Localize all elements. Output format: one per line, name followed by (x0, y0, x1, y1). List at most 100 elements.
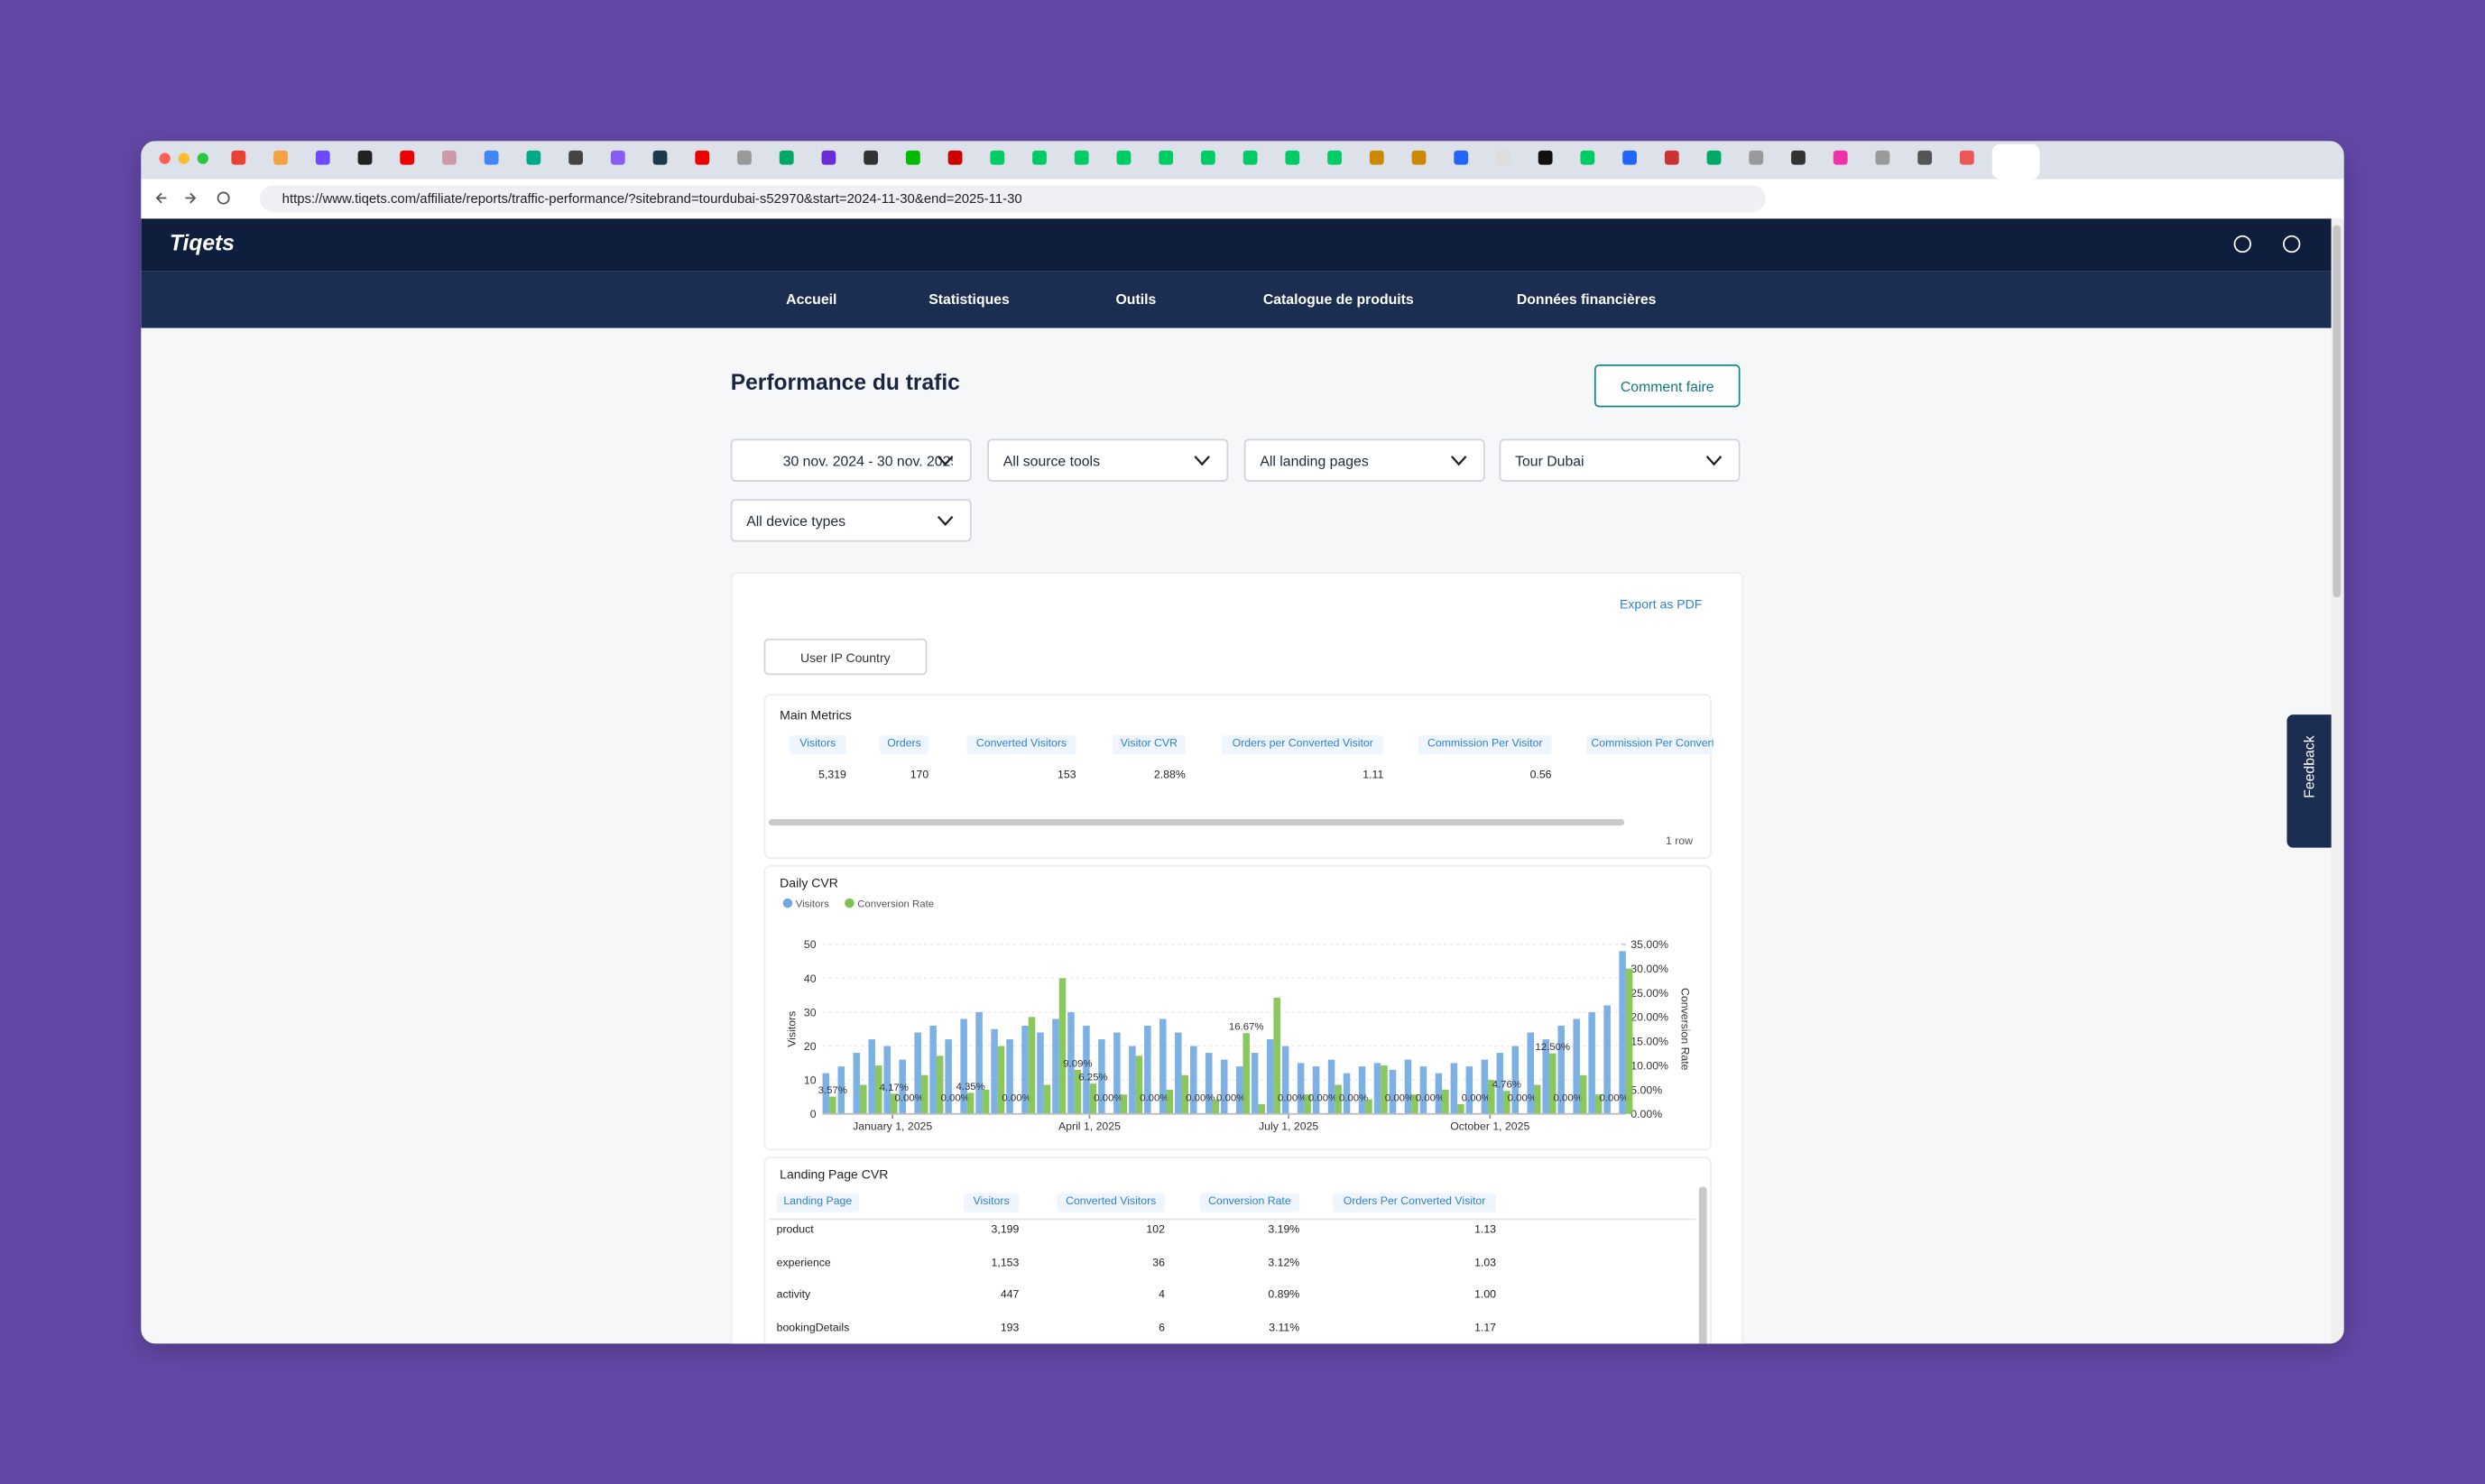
column-header[interactable]: Commission Per Visitor (1418, 734, 1552, 755)
nav-item[interactable]: Accueil (786, 291, 837, 308)
tab-favicon[interactable] (1833, 150, 1848, 165)
nav-item[interactable]: Statistiques (928, 291, 1010, 308)
tab-favicon[interactable] (1959, 150, 1974, 165)
column-header[interactable]: Converted Visitors (966, 734, 1076, 755)
tab-favicon[interactable] (1159, 150, 1174, 165)
tab-favicon[interactable] (1917, 150, 1933, 165)
tab-favicon[interactable] (695, 150, 710, 165)
filter-label: All landing pages (1260, 453, 1369, 469)
column-header[interactable]: Commission Per Converted Visitor (1586, 734, 1714, 755)
tab-favicon[interactable] (273, 150, 288, 165)
data-label: 0.00% (1339, 1093, 1368, 1104)
tab-favicon[interactable] (1032, 150, 1047, 165)
column-header[interactable]: Visitors (789, 734, 846, 755)
tab-favicon[interactable] (1791, 150, 1806, 165)
column-header[interactable]: Orders per Converted Visitor (1222, 734, 1384, 755)
bar (1021, 1026, 1029, 1114)
bar (991, 1028, 998, 1114)
bar (1266, 1039, 1274, 1114)
legend-swatch (782, 898, 793, 908)
feedback-label[interactable]: Feedback (2301, 735, 2317, 798)
tab-favicon[interactable] (1580, 150, 1595, 165)
tab-favicon[interactable] (1369, 150, 1384, 165)
tab-favicon[interactable] (779, 150, 794, 165)
group-by[interactable]: User IP Country (763, 638, 928, 676)
tab-favicon[interactable] (1200, 150, 1215, 165)
bar (1235, 1066, 1243, 1114)
filter-select[interactable]: 30 nov. 2024 - 30 nov. 2025 (730, 438, 972, 482)
tab-favicon[interactable] (1664, 150, 1679, 165)
column-header[interactable]: Conversion Rate (1199, 1193, 1300, 1212)
tab-favicon[interactable] (610, 150, 625, 165)
tab-favicon[interactable] (1875, 150, 1890, 165)
nav-item[interactable]: Catalogue de produits (1262, 291, 1414, 308)
export-pdf[interactable]: Export as PDF (1620, 597, 1703, 612)
tab-favicon[interactable] (1285, 150, 1300, 165)
tab-favicon[interactable] (442, 150, 457, 165)
tab-favicon[interactable] (1622, 150, 1637, 165)
tab-favicon[interactable] (484, 150, 499, 165)
data-label: 0.00% (1416, 1093, 1445, 1104)
feedback-tab[interactable]: Feedback (2286, 714, 2332, 848)
legend-label: Conversion Rate (857, 899, 934, 910)
tab-favicon[interactable] (568, 150, 583, 165)
tab-icons (159, 143, 2040, 180)
tab-favicon[interactable] (231, 150, 246, 165)
bar (1037, 1032, 1044, 1114)
filter-select[interactable]: All device types (730, 499, 972, 542)
tab-favicon[interactable] (315, 150, 330, 165)
bar (890, 1093, 898, 1114)
bar (1058, 978, 1067, 1114)
tab-favicon[interactable] (1454, 150, 1469, 165)
tab-favicon[interactable] (1242, 150, 1258, 165)
filter-select[interactable]: Tour Dubai (1499, 438, 1741, 482)
tab-favicon[interactable] (737, 150, 752, 165)
tab-favicon[interactable] (400, 150, 415, 165)
tab-favicon[interactable] (1411, 150, 1427, 165)
tab-favicon[interactable] (1749, 150, 1764, 165)
column-header[interactable]: Visitors (963, 1193, 1020, 1212)
bar (1113, 1032, 1121, 1114)
logo[interactable]: Tiqets (169, 229, 235, 255)
column-header[interactable]: Orders Per Converted Visitor (1333, 1193, 1497, 1212)
tab-favicon[interactable] (864, 150, 879, 165)
column-header[interactable]: Converted Visitors (1057, 1193, 1165, 1212)
tab-favicon[interactable] (1074, 150, 1089, 165)
tab-favicon[interactable] (1496, 150, 1510, 165)
nav-item[interactable]: Outils (1115, 291, 1157, 308)
column-header[interactable]: Landing Page (776, 1193, 859, 1212)
nav-buttons[interactable] (141, 179, 260, 218)
bar (1548, 1053, 1557, 1114)
table-cell: 153 (1058, 770, 1076, 781)
tab-favicon[interactable] (357, 150, 373, 165)
nav-item[interactable]: Données financières (1516, 291, 1657, 308)
bar (1043, 1084, 1051, 1114)
x-tick-label: April 1, 2025 (1058, 1120, 1121, 1132)
url[interactable]: https://www.tiqets.com/affiliate/reports… (260, 185, 1766, 213)
tab-favicon[interactable] (1538, 150, 1553, 165)
card-title: Landing Page CVR (780, 1167, 889, 1183)
table-cell: experience (776, 1257, 831, 1268)
data-label: 0.00% (940, 1093, 969, 1104)
tab-favicon[interactable] (905, 150, 920, 165)
help-button[interactable]: Comment faire (1594, 364, 1741, 408)
column-header[interactable]: Visitor CVR (1112, 734, 1186, 755)
tab-favicon[interactable] (990, 150, 1005, 165)
tab-favicon[interactable] (1327, 150, 1342, 165)
filter-select[interactable]: All landing pages (1243, 438, 1485, 482)
tab-favicon[interactable] (652, 150, 668, 165)
tab-favicon[interactable] (1116, 150, 1132, 165)
tab-favicon[interactable] (821, 150, 836, 165)
v-scrollbar (1698, 1186, 1707, 1344)
column-header[interactable]: Orders (879, 734, 929, 755)
tab-favicon[interactable] (526, 150, 541, 165)
bar (1212, 1099, 1220, 1114)
bar (853, 1053, 861, 1114)
tab-favicon[interactable] (1706, 150, 1722, 165)
tab-favicon[interactable] (947, 150, 963, 165)
filter-select[interactable]: All source tools (987, 438, 1229, 482)
header-icons[interactable] (2230, 233, 2309, 255)
bar (1557, 1026, 1565, 1114)
table-cell: 1.17 (1474, 1322, 1497, 1333)
